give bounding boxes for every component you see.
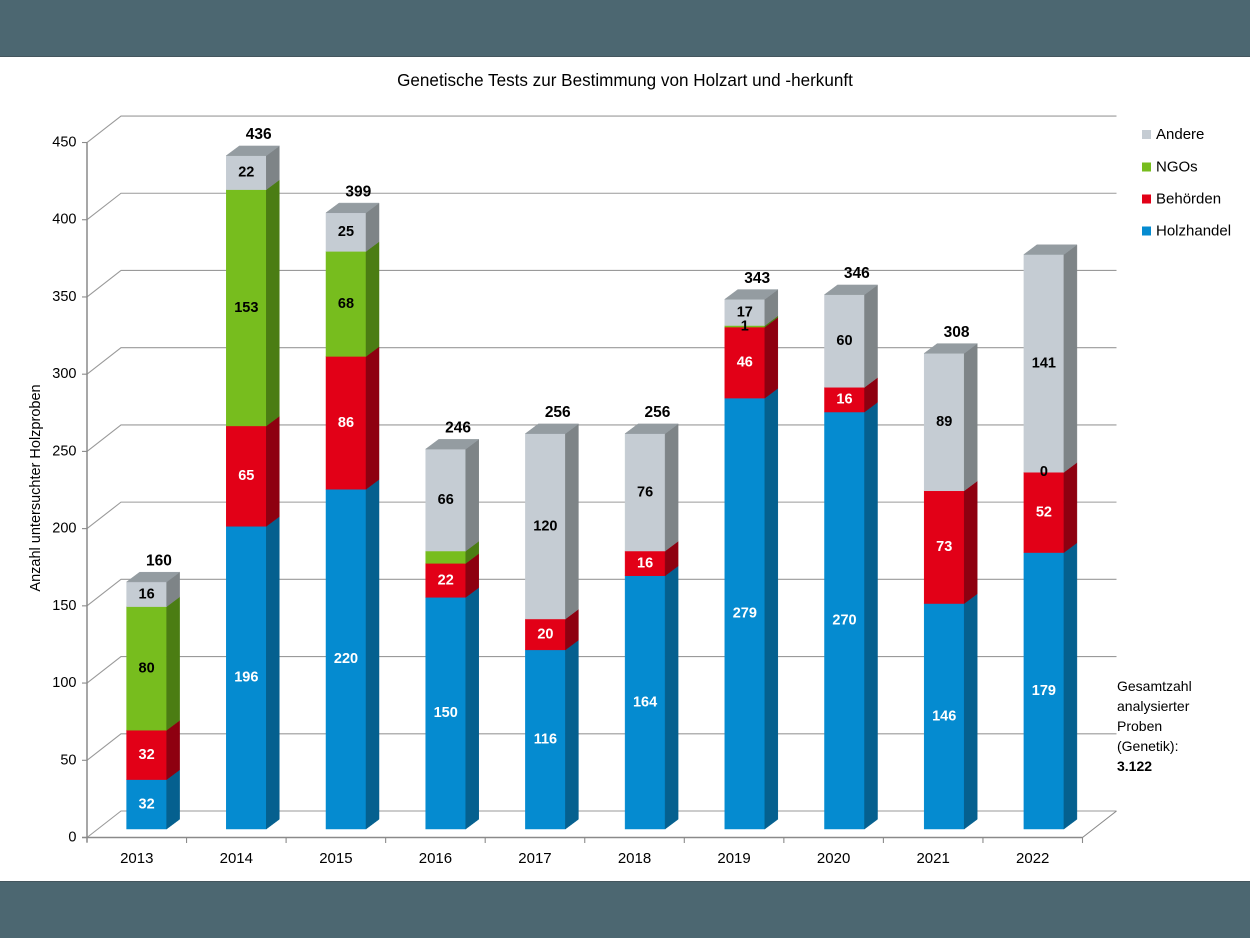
svg-text:196: 196 [234, 670, 258, 686]
svg-text:89: 89 [936, 414, 952, 430]
svg-text:160: 160 [146, 552, 172, 569]
svg-text:2020: 2020 [817, 850, 850, 867]
svg-text:256: 256 [645, 404, 671, 421]
svg-text:256: 256 [545, 404, 571, 421]
svg-text:32: 32 [139, 747, 155, 763]
svg-text:16: 16 [139, 586, 155, 602]
svg-text:68: 68 [338, 296, 354, 312]
svg-text:308: 308 [944, 324, 970, 341]
svg-text:76: 76 [637, 484, 653, 500]
svg-text:25: 25 [338, 224, 354, 240]
svg-text:2021: 2021 [916, 850, 949, 867]
svg-text:300: 300 [52, 366, 76, 382]
svg-text:279: 279 [733, 606, 757, 622]
svg-text:436: 436 [246, 126, 272, 143]
svg-text:66: 66 [438, 492, 454, 508]
svg-text:153: 153 [234, 300, 258, 316]
svg-text:2022: 2022 [1016, 850, 1049, 867]
svg-text:Genetische Tests zur Bestimmun: Genetische Tests zur Bestimmung von Holz… [397, 71, 853, 90]
svg-text:246: 246 [445, 420, 471, 437]
svg-text:120: 120 [533, 518, 557, 534]
svg-text:16: 16 [637, 555, 653, 571]
svg-text:52: 52 [1036, 504, 1052, 520]
svg-text:1: 1 [741, 318, 749, 334]
svg-text:164: 164 [633, 694, 657, 710]
svg-text:Andere: Andere [1156, 126, 1204, 143]
svg-text:450: 450 [52, 135, 76, 151]
svg-text:2014: 2014 [220, 850, 253, 867]
svg-text:141: 141 [1032, 355, 1056, 371]
svg-text:400: 400 [52, 212, 76, 228]
svg-text:2016: 2016 [419, 850, 452, 867]
svg-text:80: 80 [139, 660, 155, 676]
svg-text:399: 399 [345, 183, 371, 200]
svg-text:22: 22 [238, 165, 254, 181]
svg-text:350: 350 [52, 289, 76, 305]
svg-text:346: 346 [844, 265, 870, 282]
svg-text:100: 100 [52, 675, 76, 691]
svg-text:150: 150 [52, 598, 76, 614]
svg-text:32: 32 [139, 796, 155, 812]
svg-text:146: 146 [932, 708, 956, 724]
svg-text:2013: 2013 [120, 850, 153, 867]
svg-text:250: 250 [52, 443, 76, 459]
svg-text:60: 60 [836, 333, 852, 349]
svg-text:17: 17 [737, 304, 753, 320]
svg-text:50: 50 [60, 752, 76, 768]
svg-text:179: 179 [1032, 683, 1056, 699]
svg-text:Behörden: Behörden [1156, 191, 1221, 208]
svg-text:0: 0 [68, 830, 76, 846]
svg-text:2015: 2015 [319, 850, 352, 867]
svg-text:16: 16 [836, 392, 852, 408]
svg-text:NGOs: NGOs [1156, 159, 1198, 176]
svg-text:116: 116 [534, 731, 557, 747]
svg-text:20: 20 [537, 626, 553, 642]
svg-text:150: 150 [434, 705, 458, 721]
svg-text:46: 46 [737, 355, 753, 371]
svg-text:Anzahl untersuchter Holzproben: Anzahl untersuchter Holzproben [28, 384, 44, 591]
svg-text:200: 200 [52, 521, 76, 537]
svg-text:2018: 2018 [618, 850, 651, 867]
svg-text:86: 86 [338, 415, 354, 431]
svg-text:22: 22 [438, 572, 454, 588]
svg-text:343: 343 [744, 270, 770, 287]
svg-text:2017: 2017 [518, 850, 551, 867]
svg-text:65: 65 [238, 468, 254, 484]
svg-text:73: 73 [936, 539, 952, 555]
svg-text:220: 220 [334, 651, 358, 667]
svg-text:Holzhandel: Holzhandel [1156, 223, 1231, 240]
svg-text:270: 270 [832, 613, 856, 629]
svg-text:0: 0 [1040, 464, 1048, 480]
svg-text:2019: 2019 [717, 850, 750, 867]
